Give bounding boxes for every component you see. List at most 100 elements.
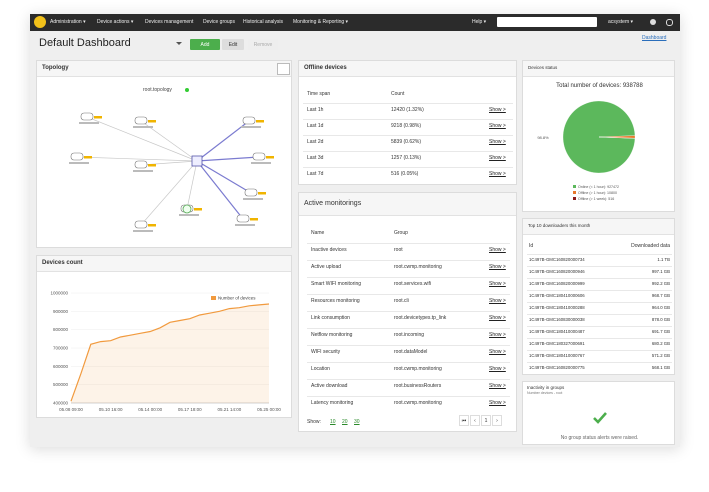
x-tick-label: 05.25 00:00 [257, 407, 281, 412]
node-label [133, 126, 153, 128]
show-link[interactable]: Show > [489, 400, 506, 406]
x-tick-label: 05.21 14:00 [218, 407, 242, 412]
header-button[interactable]: Edit [222, 39, 244, 50]
topology-panel: Topology root.topology [36, 60, 292, 248]
show-link[interactable]: Show > [489, 315, 506, 321]
node-label [69, 162, 89, 164]
dashboard-link[interactable]: Dashboard [642, 35, 667, 41]
cell: Smart WIFI monitoring [311, 281, 362, 287]
show-link[interactable]: Show > [489, 383, 506, 389]
cell: root.incoming [394, 332, 425, 338]
offline-panel: Offline devices Time span Count Last 1h 1242… [298, 60, 517, 185]
nav-item[interactable]: Devices management [145, 19, 194, 25]
panel-title: Offline devices [304, 65, 347, 71]
settings-button[interactable] [277, 63, 290, 75]
node-badge [250, 218, 258, 221]
cell: root.cli [394, 298, 409, 304]
cell: 1C497B-GMC180410000606 [529, 293, 585, 298]
show-link[interactable]: Show > [489, 281, 506, 287]
show-link[interactable]: Show > [489, 298, 506, 304]
show-link[interactable]: Show > [489, 123, 506, 129]
column-header: Name [311, 230, 325, 236]
row-separator [527, 254, 672, 255]
header-button[interactable]: Remove [248, 39, 278, 50]
page-size-link[interactable]: 30 [354, 419, 360, 425]
row-separator [307, 345, 510, 346]
show-link[interactable]: Show > [489, 107, 506, 113]
cell: 968.7 GB [651, 293, 670, 298]
check-icon [593, 412, 607, 424]
app: Administration ▾ Device actions ▾ Devices … [30, 14, 680, 447]
show-link[interactable]: Show > [489, 366, 506, 372]
pager-button[interactable]: 1 [481, 415, 491, 426]
cell: Last 7d [307, 171, 324, 177]
legend-label: Offline (> 1 week): 516 [578, 197, 614, 201]
node-badge [84, 156, 92, 159]
cell: Last 1d [307, 123, 324, 129]
y-tick-label: 700000 [53, 346, 69, 351]
row-separator [303, 119, 513, 120]
page-size-link[interactable]: 20 [342, 419, 348, 425]
row-separator [307, 396, 510, 397]
pager-button[interactable]: ⏮ [459, 415, 469, 426]
check-mark [593, 412, 607, 424]
cell: 12420 (1.32%) [391, 107, 424, 113]
show-link[interactable]: Show > [489, 139, 506, 145]
show-link[interactable]: Show > [489, 349, 506, 355]
topology-node [134, 160, 148, 169]
nav-item[interactable]: Device groups [203, 19, 235, 25]
cell: 691.7 GB [651, 329, 670, 334]
column-header: Group [394, 230, 408, 236]
topology-ap [182, 204, 192, 214]
nav-item[interactable]: Device actions ▾ [97, 19, 134, 25]
cell: 1C497B-GMC180410000288 [529, 305, 585, 310]
pie-title: Total number of devices: 938788 [556, 83, 643, 89]
topology-node [134, 116, 148, 125]
legend-label: Number of devices [218, 296, 256, 301]
line [70, 303, 270, 402]
cell: Latency monitoring [311, 400, 354, 406]
row-separator [527, 326, 672, 327]
header-button[interactable]: Add [190, 39, 220, 50]
show-link[interactable]: Show > [489, 171, 506, 177]
refresh-icon[interactable] [666, 19, 673, 26]
nav-help[interactable]: Help ▾ [472, 19, 487, 25]
cell: root.businessRouters [394, 383, 442, 389]
node-badge [266, 156, 274, 159]
cell: root.cwmp.monitoring [394, 264, 442, 270]
cell: 1C497B-GMC160830000038 [529, 317, 585, 322]
panel-header [37, 256, 291, 272]
show-link[interactable]: Show > [489, 247, 506, 253]
pie-chart: Online (< 1 hour): 927472 Offline (> 1 ho… [537, 100, 636, 201]
cell: Netflow monitoring [311, 332, 353, 338]
topology-node [242, 116, 256, 125]
pager-button[interactable]: › [492, 415, 502, 426]
show-link[interactable]: Show > [489, 155, 506, 161]
node-label [241, 126, 261, 128]
nav-item[interactable]: Monitoring & Reporting ▾ [293, 19, 349, 25]
show-link[interactable]: Show > [489, 264, 506, 270]
y-tick-label: 400000 [53, 401, 69, 406]
cell: 1.1 TB [657, 257, 670, 262]
show-link[interactable]: Show > [489, 332, 506, 338]
node-label [251, 162, 271, 164]
inactivity-panel: Inactivity in groups Number devices - roo… [522, 381, 675, 445]
nav-item[interactable]: Historical analysis [243, 19, 284, 25]
row-separator [303, 151, 513, 152]
panel-title: Topology [42, 65, 69, 71]
cell: 1C497B-GMC180327000691 [529, 341, 585, 346]
topology-node [80, 112, 94, 121]
page-size-label: Show: [307, 419, 321, 425]
panel-header [299, 61, 516, 77]
x-tick-label: 05.14 00:00 [138, 407, 162, 412]
topology-node [252, 152, 266, 161]
pager-button[interactable]: ‹ [470, 415, 480, 426]
node-badge [148, 120, 156, 123]
node-badge [148, 224, 156, 227]
nav-user[interactable]: acsystem ▾ [608, 19, 634, 25]
page-size-link[interactable]: 10 [330, 419, 336, 425]
search-box[interactable] [497, 17, 597, 27]
nav-item[interactable]: Administration ▾ [50, 19, 86, 25]
top10-panel: Top 10 downloaders this month Id Downloade… [522, 218, 675, 375]
info-icon[interactable] [650, 19, 656, 25]
